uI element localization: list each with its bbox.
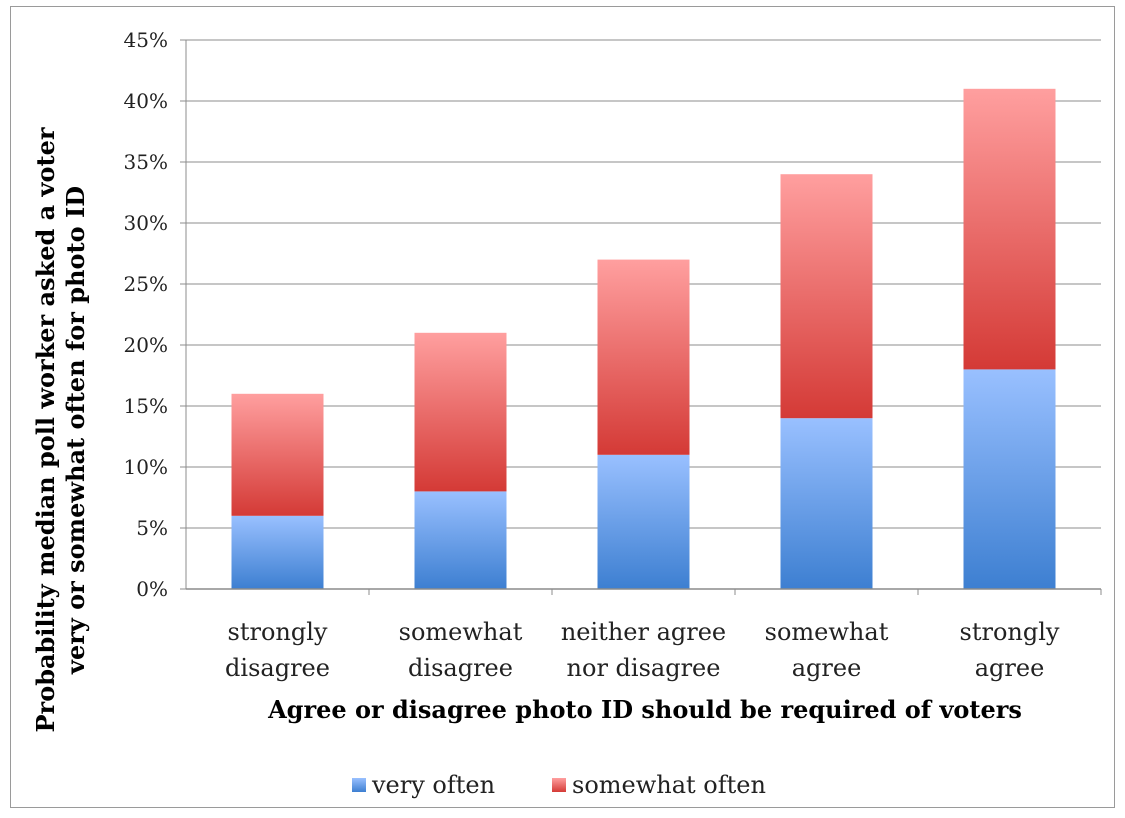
bar-segment-very-often <box>780 418 873 589</box>
x-axis-title: Agree or disagree photo ID should be req… <box>267 695 1022 724</box>
legend-swatch <box>352 778 366 792</box>
legend-swatch <box>552 778 566 792</box>
bar-segment-somewhat-often <box>780 174 873 419</box>
y-tick-label: 40% <box>124 89 168 113</box>
y-tick-labels: 0% 5% 10% 15% 20% 25% 30% 35% 40% 45% <box>124 28 168 601</box>
y-tick-label: 20% <box>124 333 168 357</box>
x-tick-label: somewhat agree <box>765 618 889 682</box>
x-tick-labels: strongly disagree somewhat disagree neither … <box>225 618 1060 682</box>
y-tick-label: 5% <box>136 516 168 540</box>
x-tick-label: somewhat disagree <box>399 618 523 682</box>
y-tick-label: 25% <box>124 272 168 296</box>
x-tick-label: strongly agree <box>960 618 1060 682</box>
bar-segment-very-often <box>414 491 507 589</box>
axes <box>180 39 1102 595</box>
y-tick-label: 0% <box>136 577 168 601</box>
bar-segment-somewhat-often <box>231 393 324 516</box>
legend-label: somewhat often <box>572 771 766 799</box>
bar-segment-somewhat-often <box>414 332 507 492</box>
y-tick-label: 45% <box>124 28 168 52</box>
y-tick-label: 35% <box>124 150 168 174</box>
bar-segment-somewhat-often <box>597 259 690 455</box>
x-tick-label: neither agree nor disagree <box>561 618 726 682</box>
bar-segment-very-often <box>597 454 690 589</box>
legend-label: very often <box>371 771 495 799</box>
y-axis-title: Probability median poll worker asked a v… <box>31 127 90 732</box>
legend: very often somewhat often <box>352 771 766 799</box>
bar-segment-very-often <box>963 369 1056 589</box>
y-axis-title-text: Probability median poll worker asked a v… <box>31 127 90 732</box>
bar-segment-somewhat-often <box>963 88 1056 370</box>
y-tick-label: 10% <box>124 455 168 479</box>
bars <box>231 88 1056 589</box>
y-tick-label: 15% <box>124 394 168 418</box>
x-tick-label: strongly disagree <box>225 618 330 682</box>
y-tick-label: 30% <box>124 211 168 235</box>
bar-segment-very-often <box>231 515 324 589</box>
chart-frame <box>10 6 1115 808</box>
